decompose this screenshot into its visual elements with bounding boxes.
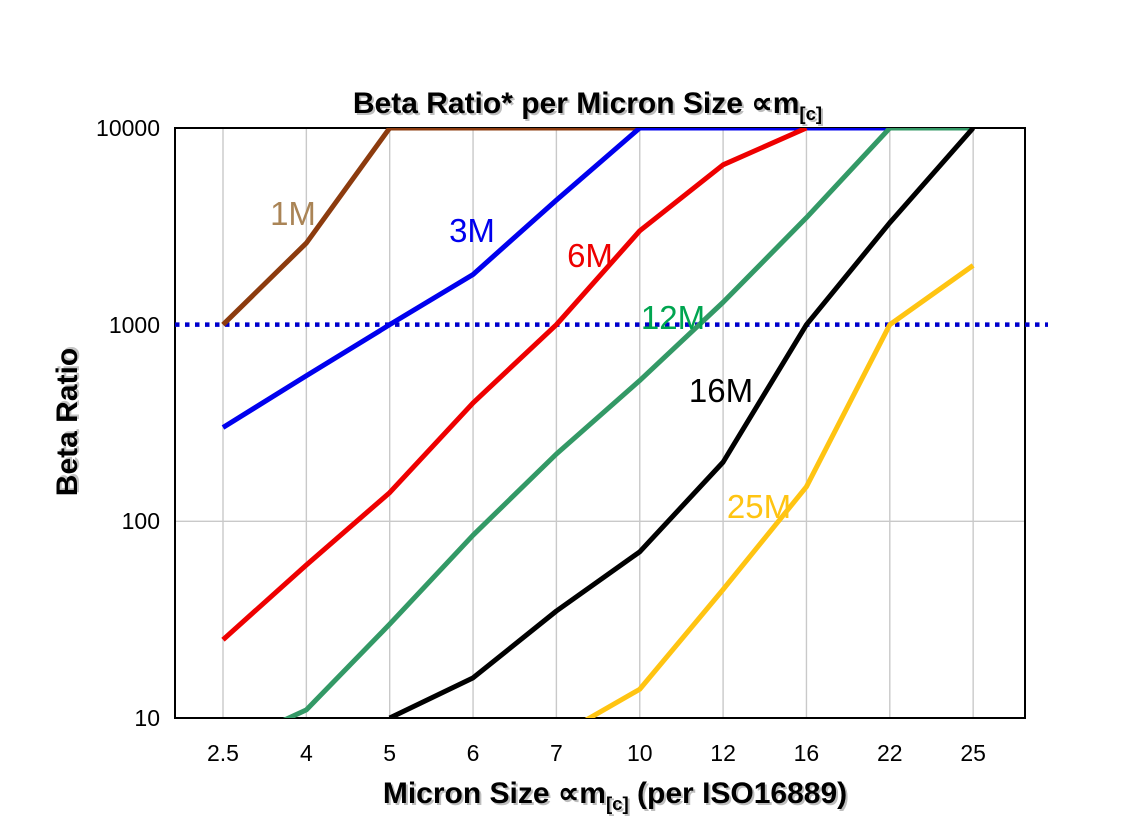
chart-title: Beta Ratio* per Micron Size ∝m[c] [160, 86, 1015, 125]
x-tick-12: 12 [710, 740, 736, 766]
x-tick-7: 7 [549, 740, 563, 766]
x-axis-label-post: (per ISO16889) [628, 777, 848, 810]
curve-12m [282, 128, 974, 718]
curve-25m [584, 263, 975, 718]
x-tick-25: 25 [960, 740, 986, 766]
curve-3m [221, 128, 890, 430]
curve-1m [221, 128, 640, 327]
y-tick-10: 10 [134, 705, 160, 731]
series-label-16m: 16M [688, 372, 754, 409]
x-tick-6: 6 [466, 740, 480, 766]
x-tick-10: 10 [626, 740, 653, 766]
x-axis-label-pre: Micron Size ∝m [382, 777, 606, 810]
x-tick-5: 5 [383, 740, 397, 766]
x-tick-2.5: 2.5 [207, 740, 239, 766]
series-label-12m: 12M [640, 299, 706, 336]
x-axis-label: Micron Size ∝m[c] (per ISO16889) [175, 776, 1055, 815]
series-label-3m: 3M [449, 212, 495, 249]
y-tick-1000: 1000 [108, 311, 160, 338]
chart-title-main: Beta Ratio* per Micron Size ∝m [352, 87, 800, 120]
curve-16m [388, 128, 976, 718]
series-label-1m: 1M [270, 195, 316, 232]
curves [221, 128, 976, 718]
y-tick-10000: 10000 [96, 115, 160, 141]
series-label-6m: 6M [567, 237, 613, 274]
curve-6m [221, 128, 808, 642]
chart-title-subscript: [c] [799, 103, 823, 124]
y-tick-100: 100 [121, 508, 160, 535]
gridlines [175, 128, 1025, 718]
x-tick-22: 22 [877, 740, 903, 766]
x-tick-4: 4 [299, 740, 313, 766]
series-label-25m: 25M [726, 488, 792, 525]
x-axis-label-subscript: [c] [605, 793, 629, 814]
x-tick-16: 16 [793, 740, 820, 766]
